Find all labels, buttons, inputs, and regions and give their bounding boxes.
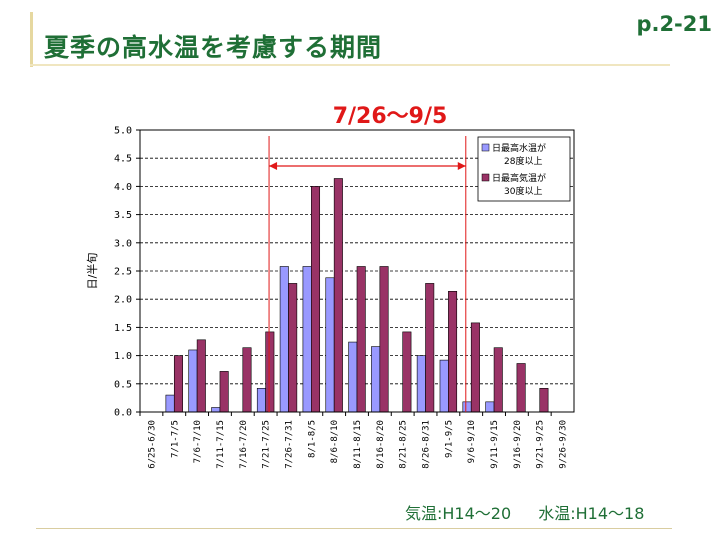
bar-air-8 — [333, 178, 343, 413]
bar-air-5 — [265, 331, 275, 413]
bar-air-2 — [196, 339, 206, 413]
bar-air-6 — [288, 283, 298, 413]
bar-air-4 — [242, 347, 252, 413]
bottom-rule — [36, 528, 672, 529]
bar-air-3 — [219, 371, 229, 413]
y-tick-label: 2.5 — [114, 267, 132, 278]
bar-air-15 — [493, 347, 503, 413]
bar-water-6 — [279, 266, 289, 413]
bar-air-11 — [402, 331, 412, 413]
y-tick-label: 0.0 — [114, 408, 132, 419]
x-tick-label: 8/16-8/20 — [376, 420, 386, 469]
x-tick-label: 7/26-7/31 — [284, 420, 294, 469]
bar-water-8 — [325, 277, 335, 413]
x-tick-label: 8/21-8/25 — [399, 420, 409, 469]
y-tick-label: 3.5 — [114, 210, 132, 221]
bar-air-9 — [356, 266, 366, 413]
bar-air-16 — [516, 363, 526, 413]
bars — [165, 178, 549, 413]
bar-water-5 — [256, 388, 266, 413]
legend-swatch-1 — [481, 173, 490, 182]
period-label: 7/26〜9/5 — [332, 104, 448, 129]
y-axis-label-text: 日/半旬 — [85, 253, 99, 290]
bar-air-7 — [311, 186, 321, 413]
bar-water-15 — [485, 401, 495, 413]
bar-water-9 — [348, 341, 358, 413]
legend-label-1-1: 30度以上 — [504, 185, 542, 197]
y-tick-labels: 0.0 0.5 1.0 1.5 2.0 2.5 3.0 3.5 4.0 4.5 5.0 — [114, 126, 132, 419]
x-tick-label: 9/16-9/20 — [513, 420, 523, 469]
y-tick-label: 4.5 — [114, 154, 132, 165]
footnote-air-temp: 気温:H14〜20 — [405, 504, 512, 523]
bar-air-17 — [539, 388, 549, 413]
x-tick-label: 8/11-8/15 — [353, 420, 363, 469]
bar-water-14 — [462, 401, 472, 413]
legend-box — [477, 136, 571, 202]
slide-title: 夏季の高水温を考慮する期間 — [44, 33, 383, 62]
bar-water-3 — [211, 407, 221, 413]
bar-air-13 — [448, 291, 458, 413]
bar-air-10 — [379, 266, 389, 413]
y-tick-label: 2.0 — [114, 295, 132, 306]
x-tick-label: 7/1-7/5 — [170, 420, 180, 458]
bar-water-10 — [371, 346, 381, 413]
legend-label-1-0: 日最高気温が — [492, 172, 546, 184]
y-tick-label: 4.0 — [114, 182, 132, 193]
legend-label-0-1: 28度以上 — [504, 155, 542, 167]
x-tick-label: 9/1-9/5 — [444, 420, 454, 458]
axes — [136, 129, 575, 416]
y-tick-label: 3.0 — [114, 238, 132, 249]
period-arrow-head-left — [269, 162, 278, 170]
x-tick-label: 6/25-6/30 — [147, 420, 157, 469]
bar-air-1 — [173, 355, 183, 413]
bar-air-14 — [470, 322, 480, 413]
period-annotation — [268, 136, 467, 412]
x-tick-label: 8/26-8/31 — [422, 420, 432, 469]
x-tick-label: 8/1-8/5 — [307, 420, 317, 458]
y-axis-label: 日/半旬 — [85, 253, 99, 290]
bar-air-12 — [425, 283, 435, 413]
x-tick-label: 7/11-7/15 — [216, 420, 226, 469]
x-tick-label: 9/21-9/25 — [536, 420, 546, 469]
page-reference: p.2-21 — [636, 12, 712, 36]
bar-water-12 — [416, 355, 426, 413]
bar-water-2 — [188, 349, 198, 413]
y-tick-label: 5.0 — [114, 126, 132, 137]
title-underline — [30, 64, 670, 66]
x-tick-label: 7/6-7/10 — [193, 420, 203, 463]
legend-swatch-0 — [481, 143, 490, 152]
x-tick-label: 9/11-9/15 — [490, 420, 500, 469]
x-tick-label: 7/16-7/20 — [239, 420, 249, 469]
y-tick-label: 1.0 — [114, 351, 132, 362]
period-arrow-head-right — [457, 162, 466, 170]
x-tick-label: 9/26-9/30 — [559, 420, 569, 469]
y-tick-label: 1.5 — [114, 323, 132, 334]
footnote-water-temp: 水温:H14〜18 — [538, 504, 645, 523]
x-tick-label: 9/6-9/10 — [467, 420, 477, 463]
legend-label-0-0: 日最高水温が — [492, 142, 546, 154]
bar-water-1 — [165, 394, 175, 413]
y-tick-label: 0.5 — [114, 379, 132, 390]
x-tick-label: 8/6-8/10 — [330, 420, 340, 463]
title-accent-bar — [30, 12, 33, 67]
plot-frame — [139, 129, 575, 413]
bar-water-13 — [439, 359, 449, 413]
data-source-note: 気温:H14〜20 水温:H14〜18 — [405, 500, 644, 524]
x-tick-labels: 6/25-6/30 7/1-7/5 7/6-7/10 7/11-7/15 7/16-7/… — [147, 420, 568, 469]
x-tick-label: 7/21-7/25 — [262, 420, 272, 469]
bar-water-7 — [302, 266, 312, 413]
